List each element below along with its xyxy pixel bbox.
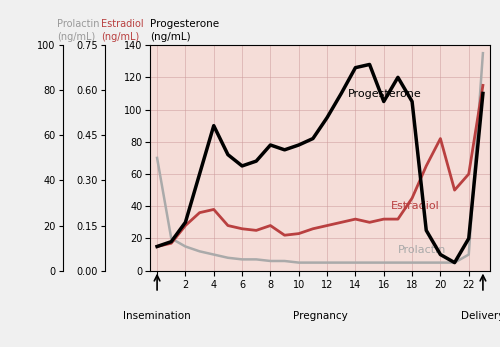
- Text: Estradiol
(ng/mL): Estradiol (ng/mL): [101, 19, 144, 42]
- Text: Estradiol: Estradiol: [391, 202, 440, 211]
- Text: Insemination: Insemination: [123, 311, 191, 321]
- Text: Prolactin: Prolactin: [398, 245, 446, 255]
- Text: Progesterone: Progesterone: [348, 89, 422, 99]
- Text: Pregnancy: Pregnancy: [292, 311, 348, 321]
- Text: Delivery: Delivery: [461, 311, 500, 321]
- Text: Progesterone
(ng/mL): Progesterone (ng/mL): [150, 19, 219, 42]
- Text: Prolactin
(ng/mL): Prolactin (ng/mL): [58, 19, 100, 42]
